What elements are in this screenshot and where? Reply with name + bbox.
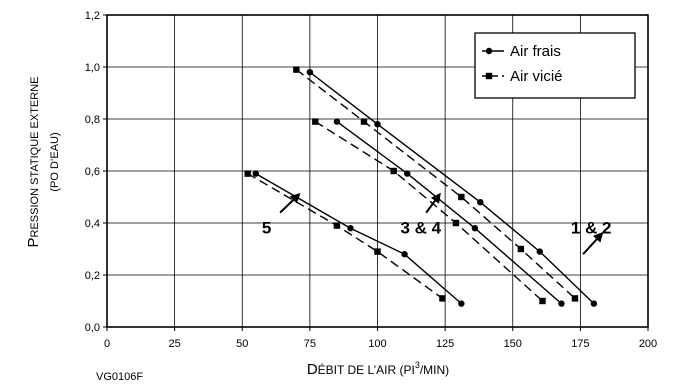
y-tick-label: 0,2	[85, 270, 100, 282]
data-point-square	[452, 219, 460, 227]
y-tick-label: 0,6	[85, 166, 100, 178]
data-point-circle	[306, 69, 314, 76]
series-group	[244, 66, 598, 307]
legend: Air frais Air vicié	[474, 32, 636, 99]
data-point-square	[571, 295, 579, 302]
annotations: 5 3 & 4 1 & 2	[262, 192, 612, 255]
y-tick-label: 0,8	[85, 114, 100, 126]
y-tick-label: 1,2	[85, 10, 100, 22]
series-line	[247, 172, 443, 299]
data-point-circle	[590, 300, 598, 307]
data-point-square	[539, 297, 546, 305]
data-point-circle	[477, 199, 484, 206]
data-point-square	[293, 66, 300, 73]
y-tick-label: 1,0	[85, 62, 100, 74]
annotation-arrow	[582, 231, 604, 255]
legend-label: Air vicié	[510, 68, 563, 85]
x-tick-label: 100	[368, 338, 386, 350]
legend-item: Air vicié	[482, 68, 563, 85]
series-air-frais	[252, 170, 465, 307]
series-air-vicie	[312, 118, 546, 305]
x-tick-label: 200	[639, 338, 657, 350]
data-point-circle	[471, 225, 479, 232]
series-line	[309, 71, 595, 305]
series-line	[255, 172, 462, 305]
x-tick-label: 125	[436, 338, 454, 350]
x-tick-label: 175	[571, 338, 589, 350]
data-point-circle	[401, 251, 408, 258]
x-axis-title: DÉBIT DE L’AIR (PI3/MIN)	[307, 360, 449, 378]
data-point-circle	[252, 170, 259, 177]
data-point-circle	[558, 300, 565, 307]
series-air-vicie	[293, 66, 579, 302]
data-point-square	[390, 167, 397, 175]
y-axis-title-units: (PO D’EAU)	[49, 132, 61, 191]
data-point-circle	[458, 300, 465, 307]
series-air-frais	[306, 69, 598, 307]
legend-box	[474, 32, 636, 99]
x-tick-label: 50	[236, 338, 248, 350]
legend-item: Air frais	[482, 43, 561, 60]
data-point-square	[244, 170, 251, 177]
data-point-circle	[404, 170, 411, 177]
data-point-square	[333, 222, 341, 229]
data-point-square	[458, 193, 465, 201]
data-point-circle	[536, 248, 543, 255]
series-line	[295, 69, 576, 299]
figure-code: VG0106F	[96, 371, 143, 383]
legend-marker-circle	[485, 47, 493, 55]
data-point-circle	[374, 121, 381, 128]
annotation-label: 5	[262, 218, 271, 237]
annotation-arrow	[279, 193, 301, 214]
series-air-vicie	[244, 170, 446, 302]
y-tick-label: 0,0	[85, 322, 100, 334]
x-tick-label: 0	[104, 338, 110, 350]
series-line	[336, 121, 562, 305]
x-tick-label: 150	[504, 338, 522, 350]
legend-label: Air frais	[510, 43, 561, 60]
annotation-arrow	[425, 192, 441, 214]
annotation-label: 3 & 4	[400, 218, 441, 237]
x-tick-label: 25	[169, 338, 181, 350]
y-axis-title: PRESSION STATIQUE EXTERNE	[25, 77, 42, 248]
legend-marker-square	[485, 72, 493, 80]
data-point-square	[374, 248, 381, 255]
data-point-circle	[333, 118, 341, 125]
data-point-circle	[347, 225, 354, 232]
x-tick-label: 75	[304, 338, 316, 350]
data-point-square	[360, 118, 368, 125]
data-point-square	[439, 295, 446, 302]
data-point-square	[517, 245, 525, 253]
y-tick-label: 0,4	[85, 218, 100, 230]
series-line	[314, 121, 543, 302]
series-air-frais	[333, 118, 565, 307]
axis-ticks: 0 25 50 75 100 125 150 175 200 0,0 0,2 0,4 0,6 0,8 1,0…	[85, 10, 657, 350]
annotation-label: 1 & 2	[571, 218, 612, 237]
data-point-square	[312, 118, 319, 125]
